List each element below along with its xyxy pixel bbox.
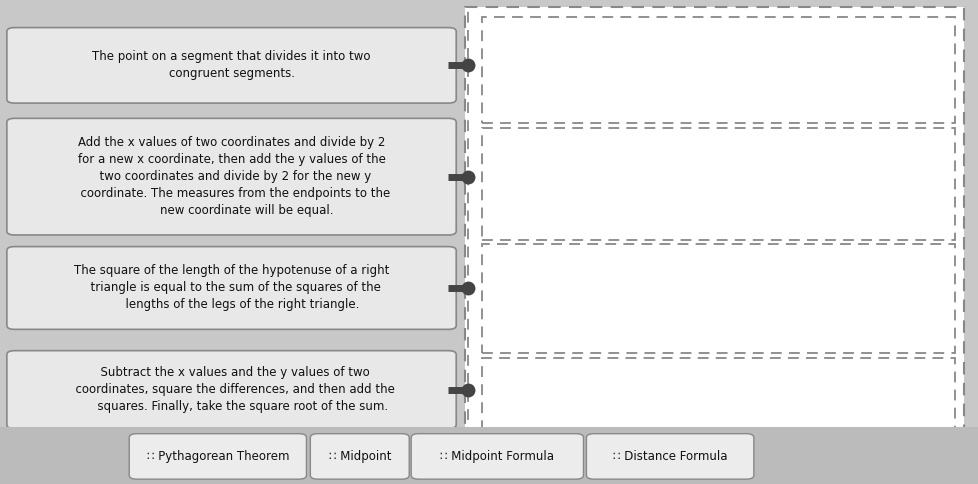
Bar (481, 244, 954, 353)
Bar (465, 7, 963, 438)
Text: The point on a segment that divides it into two
congruent segments.: The point on a segment that divides it i… (92, 50, 371, 80)
Text: ∷ Distance Formula: ∷ Distance Formula (612, 450, 727, 463)
Bar (481, 128, 954, 240)
FancyBboxPatch shape (586, 434, 753, 479)
FancyBboxPatch shape (411, 434, 583, 479)
Text: ∷ Midpoint: ∷ Midpoint (329, 450, 390, 463)
Bar (481, 358, 954, 433)
FancyBboxPatch shape (7, 247, 456, 329)
FancyBboxPatch shape (7, 28, 456, 103)
FancyBboxPatch shape (310, 434, 409, 479)
Text: Add the x values of two coordinates and divide by 2
for a new x coordinate, then: Add the x values of two coordinates and … (72, 136, 390, 217)
Bar (481, 17, 954, 123)
Text: The square of the length of the hypotenuse of a right
  triangle is equal to the: The square of the length of the hypotenu… (73, 264, 389, 312)
FancyBboxPatch shape (7, 119, 456, 235)
Bar (0, 427, 978, 484)
FancyBboxPatch shape (7, 350, 456, 429)
Text: Subtract the x values and the y values of two
  coordinates, square the differen: Subtract the x values and the y values o… (68, 366, 394, 413)
Text: ∷ Pythagorean Theorem: ∷ Pythagorean Theorem (147, 450, 289, 463)
Text: ∷ Midpoint Formula: ∷ Midpoint Formula (440, 450, 554, 463)
FancyBboxPatch shape (129, 434, 306, 479)
